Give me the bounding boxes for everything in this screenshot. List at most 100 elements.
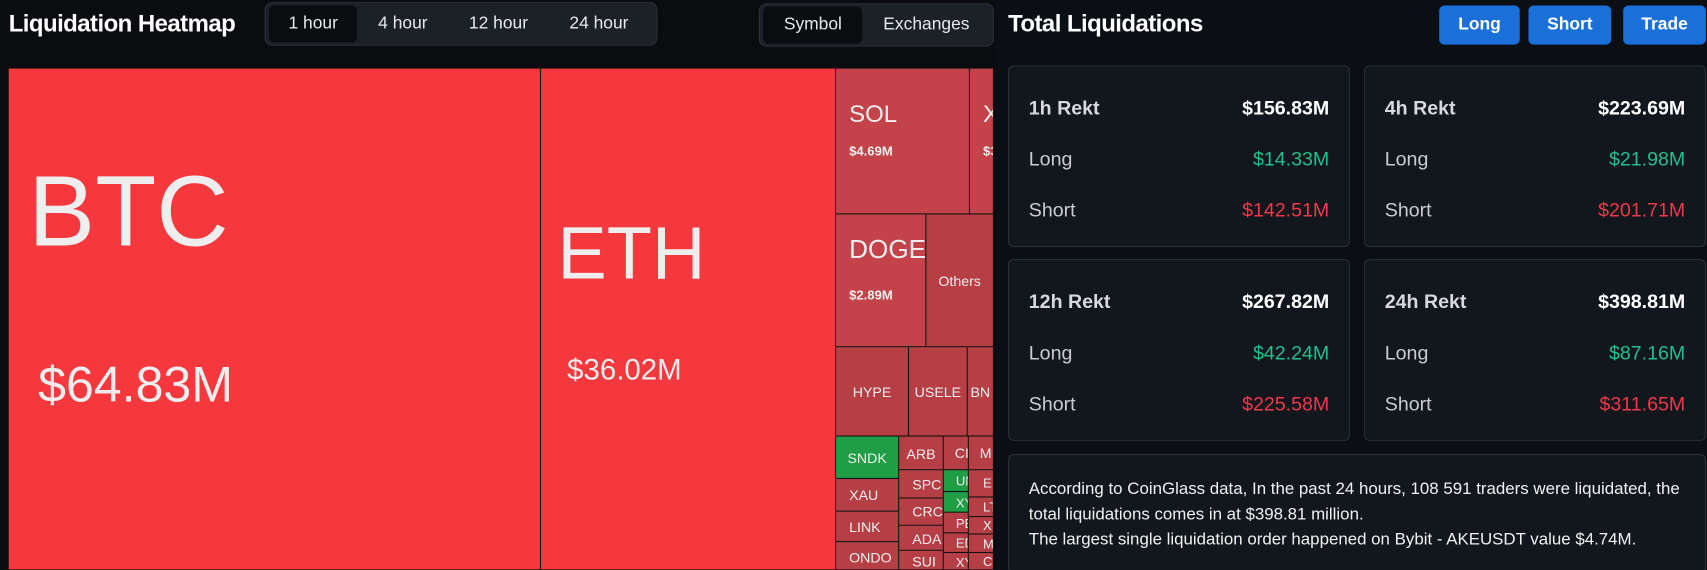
action-button[interactable]: Long bbox=[1439, 5, 1520, 45]
description-line: The largest single liquidation order hap… bbox=[1028, 530, 1637, 549]
heatmap-tile[interactable]: X bbox=[968, 517, 994, 535]
row-value: $201.71M bbox=[1598, 199, 1686, 221]
timeframe-tab[interactable]: 4 hour bbox=[378, 14, 428, 33]
tile-label: E bbox=[983, 475, 992, 491]
heatmap-title: Liquidation Heatmap bbox=[8, 9, 236, 38]
rekt-card: 4h Rekt $223.69M Long $21.98M Short $201.71M bbox=[1364, 65, 1706, 248]
heatmap-tile[interactable]: HYPE bbox=[836, 347, 910, 437]
heatmap-tile[interactable]: Others bbox=[926, 214, 994, 348]
timeframe-tab[interactable]: 24 hour bbox=[569, 14, 629, 33]
card-total: $223.69M bbox=[1598, 96, 1686, 119]
liquidations-title: Total Liquidations bbox=[1008, 9, 1203, 38]
action-button[interactable]: Trade bbox=[1623, 5, 1706, 45]
heatmap-tile[interactable]: PE bbox=[943, 512, 969, 534]
heatmap-tile[interactable]: XAU bbox=[836, 479, 900, 512]
row-label: Long bbox=[1028, 148, 1073, 170]
tile-label: BTC bbox=[28, 156, 229, 268]
description: According to CoinGlass data, In the past… bbox=[1008, 453, 1706, 570]
heatmap-tile[interactable]: LINK bbox=[836, 511, 900, 543]
tile-label: Others bbox=[938, 272, 981, 290]
tile-label: BN bbox=[970, 383, 991, 401]
tile-label: X bbox=[983, 100, 993, 128]
tile-label: SNDK bbox=[847, 449, 887, 466]
rekt-card: 1h Rekt $156.83M Long $14.33M Short $142.51M bbox=[1008, 65, 1350, 248]
description-line: According to CoinGlass data, In the past… bbox=[1028, 480, 1680, 524]
heatmap-tile[interactable]: XY bbox=[943, 553, 969, 570]
card-label: 4h Rekt bbox=[1384, 96, 1456, 119]
heatmap-tile[interactable]: SOL $4.69M bbox=[836, 68, 970, 215]
tile-label: CRC bbox=[912, 503, 943, 520]
tile-label: ETH bbox=[557, 212, 706, 296]
tile-label: LT bbox=[983, 499, 993, 515]
heatmap-tile[interactable]: M bbox=[968, 534, 994, 554]
row-label: Long bbox=[1028, 341, 1073, 364]
row-label: Short bbox=[1384, 199, 1432, 221]
card-total: $398.81M bbox=[1598, 290, 1686, 313]
tile-label: SUI bbox=[912, 553, 936, 570]
timeframe-tab[interactable]: 1 hour bbox=[268, 5, 358, 43]
row-label: Short bbox=[1028, 393, 1076, 415]
heatmap-tile[interactable]: E bbox=[968, 470, 994, 498]
view-tab[interactable]: Symbol bbox=[763, 6, 863, 44]
tile-value: $2.89M bbox=[849, 287, 893, 303]
tile-label: HYPE bbox=[852, 383, 892, 401]
heatmap-tile[interactable]: ONDO bbox=[836, 542, 900, 570]
tile-label: UN bbox=[955, 473, 968, 489]
row-label: Long bbox=[1384, 341, 1429, 364]
heatmap-tile[interactable]: USELE bbox=[909, 347, 968, 437]
tile-value: $4.69M bbox=[849, 143, 893, 159]
tile-label: PE bbox=[955, 516, 968, 532]
tile-value: $64.83M bbox=[38, 355, 233, 413]
tile-label: C bbox=[983, 554, 993, 570]
row-value: $21.98M bbox=[1608, 148, 1686, 170]
tile-label: ADA bbox=[912, 530, 942, 548]
tile-label: ONDO bbox=[849, 549, 892, 566]
card-total: $267.82M bbox=[1242, 290, 1330, 313]
heatmap-tile[interactable]: DOGE $2.89M bbox=[836, 214, 927, 348]
row-value: $87.16M bbox=[1608, 341, 1686, 364]
heatmap-tile[interactable]: ETH $36.02M bbox=[541, 68, 837, 570]
timeframe-tab[interactable]: 12 hour bbox=[468, 14, 529, 33]
card-total: $156.83M bbox=[1242, 96, 1330, 119]
heatmap-tile[interactable]: CRC bbox=[899, 498, 944, 526]
heatmap-tile[interactable]: LT bbox=[968, 497, 994, 518]
tile-label: ARB bbox=[906, 445, 936, 462]
heatmap-tile[interactable]: BN bbox=[967, 347, 994, 437]
tile-label: USELE bbox=[914, 383, 962, 401]
tile-label: LINK bbox=[849, 518, 881, 536]
tile-label: CI bbox=[954, 444, 969, 462]
rekt-card: 12h Rekt $267.82M Long $42.24M Short $225.58M bbox=[1008, 259, 1350, 441]
timeframe-tabs: 1 hour 4 hour 12 hour 24 hour bbox=[264, 2, 658, 46]
row-label: Long bbox=[1384, 148, 1429, 170]
row-value: $311.65M bbox=[1599, 393, 1686, 415]
row-value: $42.24M bbox=[1252, 341, 1330, 364]
tile-label: M bbox=[983, 536, 994, 552]
tile-label: XY bbox=[955, 495, 968, 511]
heatmap-tile[interactable]: XY bbox=[943, 492, 969, 513]
heatmap-tile[interactable]: CI bbox=[943, 436, 969, 471]
card-label: 1h Rekt bbox=[1028, 96, 1100, 119]
heatmap-tile[interactable]: ED bbox=[943, 533, 969, 554]
row-value: $14.33M bbox=[1252, 148, 1330, 170]
heatmap-tile[interactable]: X $3 bbox=[969, 68, 994, 215]
heatmap-tile[interactable]: SPC bbox=[899, 470, 944, 499]
tile-label: SOL bbox=[849, 100, 898, 128]
heatmap-tile[interactable]: BTC $64.83M bbox=[8, 68, 542, 570]
heatmap-tile[interactable]: SUI bbox=[899, 550, 944, 570]
tile-value: $3 bbox=[983, 143, 993, 159]
action-button[interactable]: Short bbox=[1528, 5, 1612, 45]
heatmap-tile[interactable]: SNDK bbox=[836, 436, 900, 480]
rekt-card: 24h Rekt $398.81M Long $87.16M Short $311.65M bbox=[1364, 259, 1706, 441]
heatmap-tile[interactable]: C bbox=[968, 553, 994, 570]
row-label: Short bbox=[1028, 199, 1076, 221]
tile-value: $36.02M bbox=[567, 353, 682, 386]
card-label: 12h Rekt bbox=[1028, 290, 1111, 313]
heatmap-tile[interactable]: ADA bbox=[899, 525, 944, 551]
view-tab[interactable]: Exchanges bbox=[883, 15, 970, 34]
heatmap-tile[interactable]: ARB bbox=[899, 436, 944, 471]
heatmap-tile[interactable]: M bbox=[968, 436, 994, 471]
heatmap-tile[interactable]: UN bbox=[943, 470, 969, 493]
